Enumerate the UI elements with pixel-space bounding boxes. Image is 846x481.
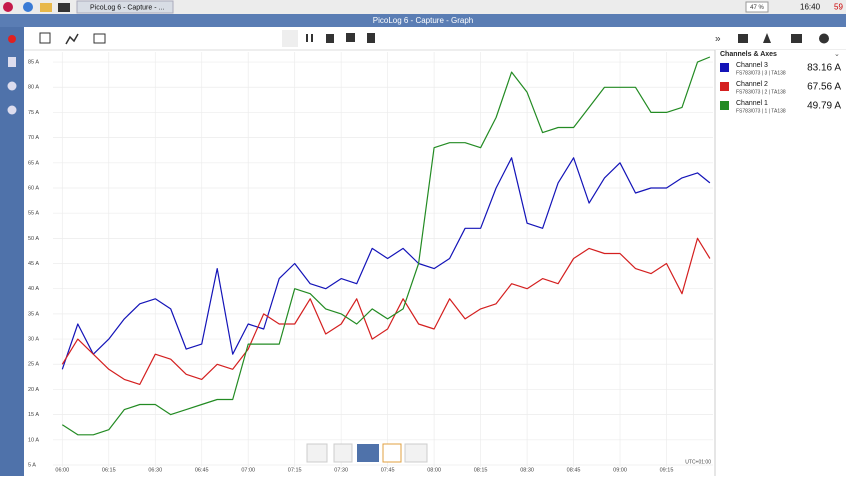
clock: 16:40 [800, 3, 821, 12]
files-icon[interactable] [40, 3, 52, 12]
series-line [61, 56, 711, 436]
y-tick-label: 25 A [28, 362, 39, 368]
y-tick-label: 65 A [28, 160, 39, 166]
undo-button[interactable] [333, 443, 353, 463]
record-button[interactable] [282, 30, 298, 47]
terminal-icon[interactable] [58, 3, 70, 12]
pause-button[interactable] [306, 34, 308, 42]
y-tick-label: 10 A [28, 437, 39, 443]
info-button[interactable] [819, 33, 829, 44]
y-tick-label: 70 A [28, 135, 39, 141]
y-tick-label: 85 A [28, 60, 39, 66]
x-tick-label: 07:30 [334, 467, 348, 473]
y-tick-label: 80 A [28, 85, 39, 91]
x-tick-label: 07:00 [241, 467, 255, 473]
x-tick-label: 09:15 [660, 467, 674, 473]
y-tick-label: 15 A [28, 412, 39, 418]
help-icon[interactable] [7, 105, 17, 115]
x-tick-label: 09:00 [613, 467, 627, 473]
channels-button[interactable] [39, 32, 51, 44]
y-tick-label: 75 A [28, 110, 39, 116]
legend-entry: Channel 3 [736, 62, 768, 69]
list-button[interactable] [738, 34, 748, 43]
x-tick-label: 07:15 [288, 467, 302, 473]
y-tick-label: 50 A [28, 236, 39, 242]
pan-button[interactable] [357, 444, 379, 462]
pause-button-bar [311, 34, 313, 42]
window-tab[interactable] [76, 0, 174, 14]
toolbar [24, 27, 846, 50]
channel-detail: FS783/073 | 1 | TA138 [736, 108, 786, 114]
series-line [61, 157, 711, 370]
y-tick-label: 20 A [28, 387, 39, 393]
settings-icon[interactable] [7, 81, 17, 91]
x-tick-label: 08:15 [474, 467, 488, 473]
channel-reading: 49.79 A [807, 101, 841, 112]
x-tick-label: 08:30 [520, 467, 534, 473]
series-line [61, 237, 711, 385]
notes-button[interactable] [791, 34, 802, 43]
export-button[interactable] [367, 33, 375, 43]
browser-icon[interactable] [23, 2, 33, 12]
file-icon[interactable] [8, 57, 16, 67]
delete-button[interactable] [326, 34, 334, 43]
sidebar [0, 27, 24, 476]
chart: 5 A 10 A 15 A 20 A 25 A 30 A 35 A 40 A 45 A 50 A 5… [28, 52, 713, 473]
x-tick-label: 06:00 [55, 467, 69, 473]
channel-detail: FS783/073 | 2 | TA138 [736, 89, 786, 95]
channel-reading: 83.16 A [807, 63, 841, 74]
channel-checkbox[interactable] [720, 101, 729, 110]
channel-checkbox[interactable] [720, 63, 729, 72]
legend-entry: Channel 1 [736, 100, 768, 107]
record-indicator[interactable] [8, 35, 16, 43]
y-tick-label: 55 A [28, 211, 39, 217]
channel-checkbox[interactable] [720, 82, 729, 91]
panel-title: Channels & Axes [720, 51, 777, 58]
temperature: 59 [834, 3, 843, 12]
y-tick-label: 5 A [28, 462, 36, 468]
x-tick-label: 06:30 [148, 467, 162, 473]
graph-button[interactable] [65, 33, 79, 45]
title-bar [0, 14, 846, 27]
battery-label: 47 % [750, 5, 764, 11]
alarm-button[interactable] [763, 33, 771, 43]
menu-icon[interactable] [3, 2, 13, 12]
panel-toggle[interactable]: ⌄ [834, 51, 840, 58]
battery [745, 1, 769, 13]
y-tick-label: 40 A [28, 286, 39, 292]
cursor-button[interactable] [382, 443, 402, 463]
y-tick-label: 35 A [28, 311, 39, 317]
collapse-button[interactable]: » [715, 34, 721, 45]
channel-detail: FS783/073 | 3 | TA138 [736, 70, 786, 76]
window-title: PicoLog 6 - Capture - Graph [373, 16, 474, 25]
x-tick-label: 06:45 [195, 467, 209, 473]
legend-entry: Channel 2 [736, 81, 768, 88]
x-tick-label: 07:45 [381, 467, 395, 473]
table-button[interactable] [93, 33, 106, 44]
timezone-label: UTC+01:00 [685, 459, 711, 465]
channels-panel [715, 50, 846, 476]
y-tick-label: 45 A [28, 261, 39, 267]
x-tick-label: 08:00 [427, 467, 441, 473]
x-tick-label: 08:45 [567, 467, 581, 473]
channel-reading: 67.56 A [807, 82, 841, 93]
zoom-button[interactable] [306, 443, 328, 463]
x-tick-label: 06:15 [102, 467, 116, 473]
window-tab-label: PicoLog 6 - Capture - ... [90, 4, 164, 11]
y-tick-label: 30 A [28, 337, 39, 343]
save-button[interactable] [346, 33, 355, 42]
annotation-button[interactable] [404, 443, 428, 463]
taskbar [0, 0, 846, 14]
y-tick-label: 60 A [28, 185, 39, 191]
